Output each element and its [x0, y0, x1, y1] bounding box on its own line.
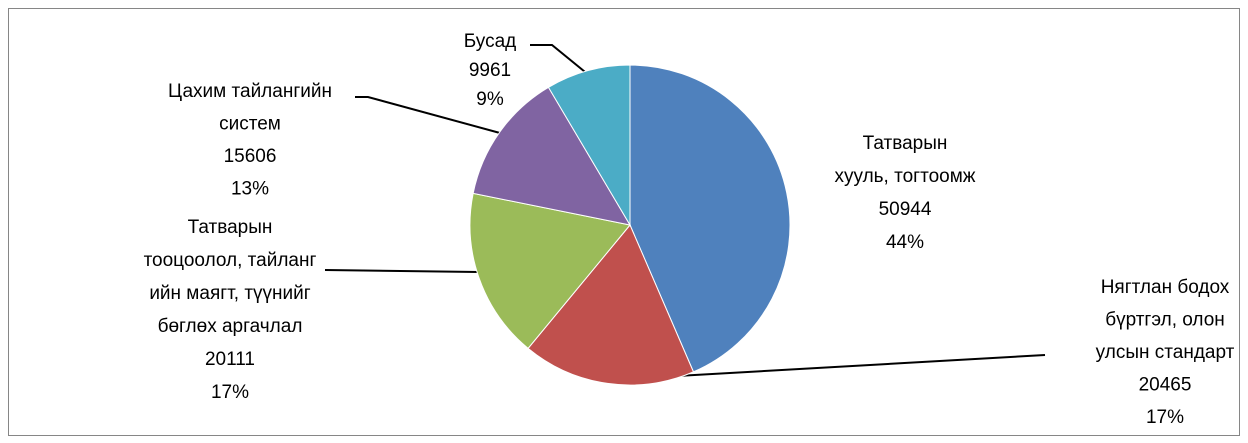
value-label: 20465 [1139, 375, 1192, 396]
percent-label: 17% [211, 382, 249, 403]
leader-line [324, 269, 479, 273]
category-label: Бусад [464, 31, 517, 52]
category-label: хууль, тогтоомж [834, 166, 975, 187]
percent-label: 44% [886, 232, 924, 253]
category-label: бөглөх аргачлал [158, 316, 303, 337]
category-label: Нягтлан бодох [1101, 277, 1230, 298]
value-label: 20111 [205, 349, 255, 370]
pie-slice [629, 64, 791, 373]
pie [469, 64, 791, 386]
category-label: Цахим тайлангийн [168, 81, 332, 102]
leader-line [530, 44, 591, 77]
category-label: ийн маягт, түүнийг [149, 283, 310, 304]
category-label: бүртгэл, олон [1105, 310, 1225, 331]
category-label: тооцоолол, тайланг [144, 250, 317, 271]
pie-slice [547, 64, 631, 227]
value-label: 15606 [224, 146, 277, 167]
pie-slice [472, 86, 632, 226]
pie-slice [527, 224, 695, 386]
category-label: Татварын [188, 217, 273, 238]
labels: Татварын хууль, тогтоомж 50944 44% Нягтлан б… [144, 31, 1235, 428]
category-label: систем [219, 114, 281, 135]
percent-label: 13% [231, 179, 269, 200]
category-label: Татварын [863, 133, 948, 154]
percent-label: 17% [1146, 407, 1184, 428]
value-label: 9961 [469, 60, 511, 81]
value-label: 50944 [879, 199, 932, 220]
pie-slice [469, 192, 631, 350]
percent-label: 9% [476, 89, 504, 110]
leader-line [355, 96, 501, 134]
category-label: улсын стандарт [1096, 342, 1235, 363]
